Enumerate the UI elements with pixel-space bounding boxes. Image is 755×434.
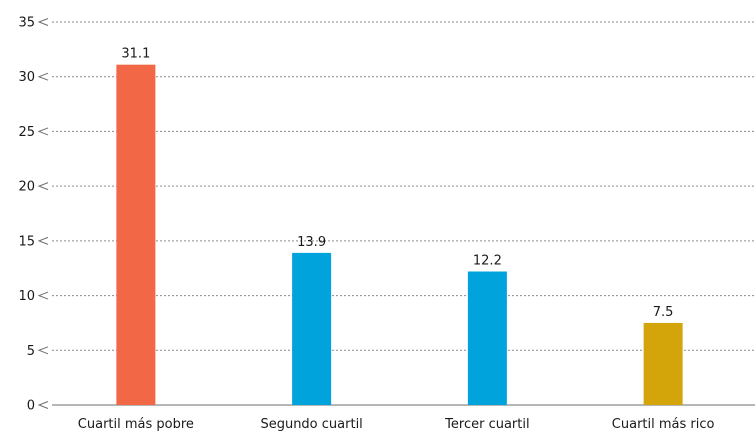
bar — [467, 271, 507, 405]
y-axis-ticks: 0 5 10 15 20 25 30 35 — [18, 16, 49, 414]
y-tick-mark — [37, 18, 49, 26]
y-tick-label: 35 — [18, 16, 35, 31]
y-tick-mark — [37, 182, 49, 191]
category-label: Cuartil más rico — [612, 417, 715, 432]
bar — [643, 322, 683, 405]
y-tick-label: 20 — [18, 180, 35, 195]
data-label: 12.2 — [473, 253, 502, 268]
y-tick-label: 5 — [27, 344, 35, 359]
data-label: 7.5 — [653, 305, 674, 320]
category-labels: Cuartil más pobre Segundo cuartil Tercer c… — [78, 417, 715, 432]
bar — [292, 252, 332, 405]
y-tick-mark — [37, 346, 49, 355]
y-tick-label: 30 — [18, 70, 35, 85]
y-tick-label: 0 — [27, 399, 35, 414]
category-label: Cuartil más pobre — [78, 417, 194, 432]
y-tick-label: 25 — [18, 125, 35, 140]
data-label: 31.1 — [121, 47, 150, 62]
gridlines — [52, 21, 755, 351]
y-tick-mark — [37, 236, 49, 245]
bar — [116, 64, 156, 406]
y-tick-mark — [37, 72, 49, 81]
category-label: Tercer cuartil — [444, 417, 529, 432]
data-label: 13.9 — [297, 235, 326, 250]
y-tick-mark — [37, 291, 49, 300]
y-tick-mark — [37, 401, 49, 409]
y-tick-label: 15 — [18, 234, 35, 249]
y-tick-mark — [37, 127, 49, 136]
category-label: Segundo cuartil — [260, 417, 362, 432]
data-labels: 31.1 13.9 12.2 7.5 — [121, 47, 673, 320]
bars — [116, 64, 683, 406]
y-tick-label: 10 — [18, 289, 35, 304]
